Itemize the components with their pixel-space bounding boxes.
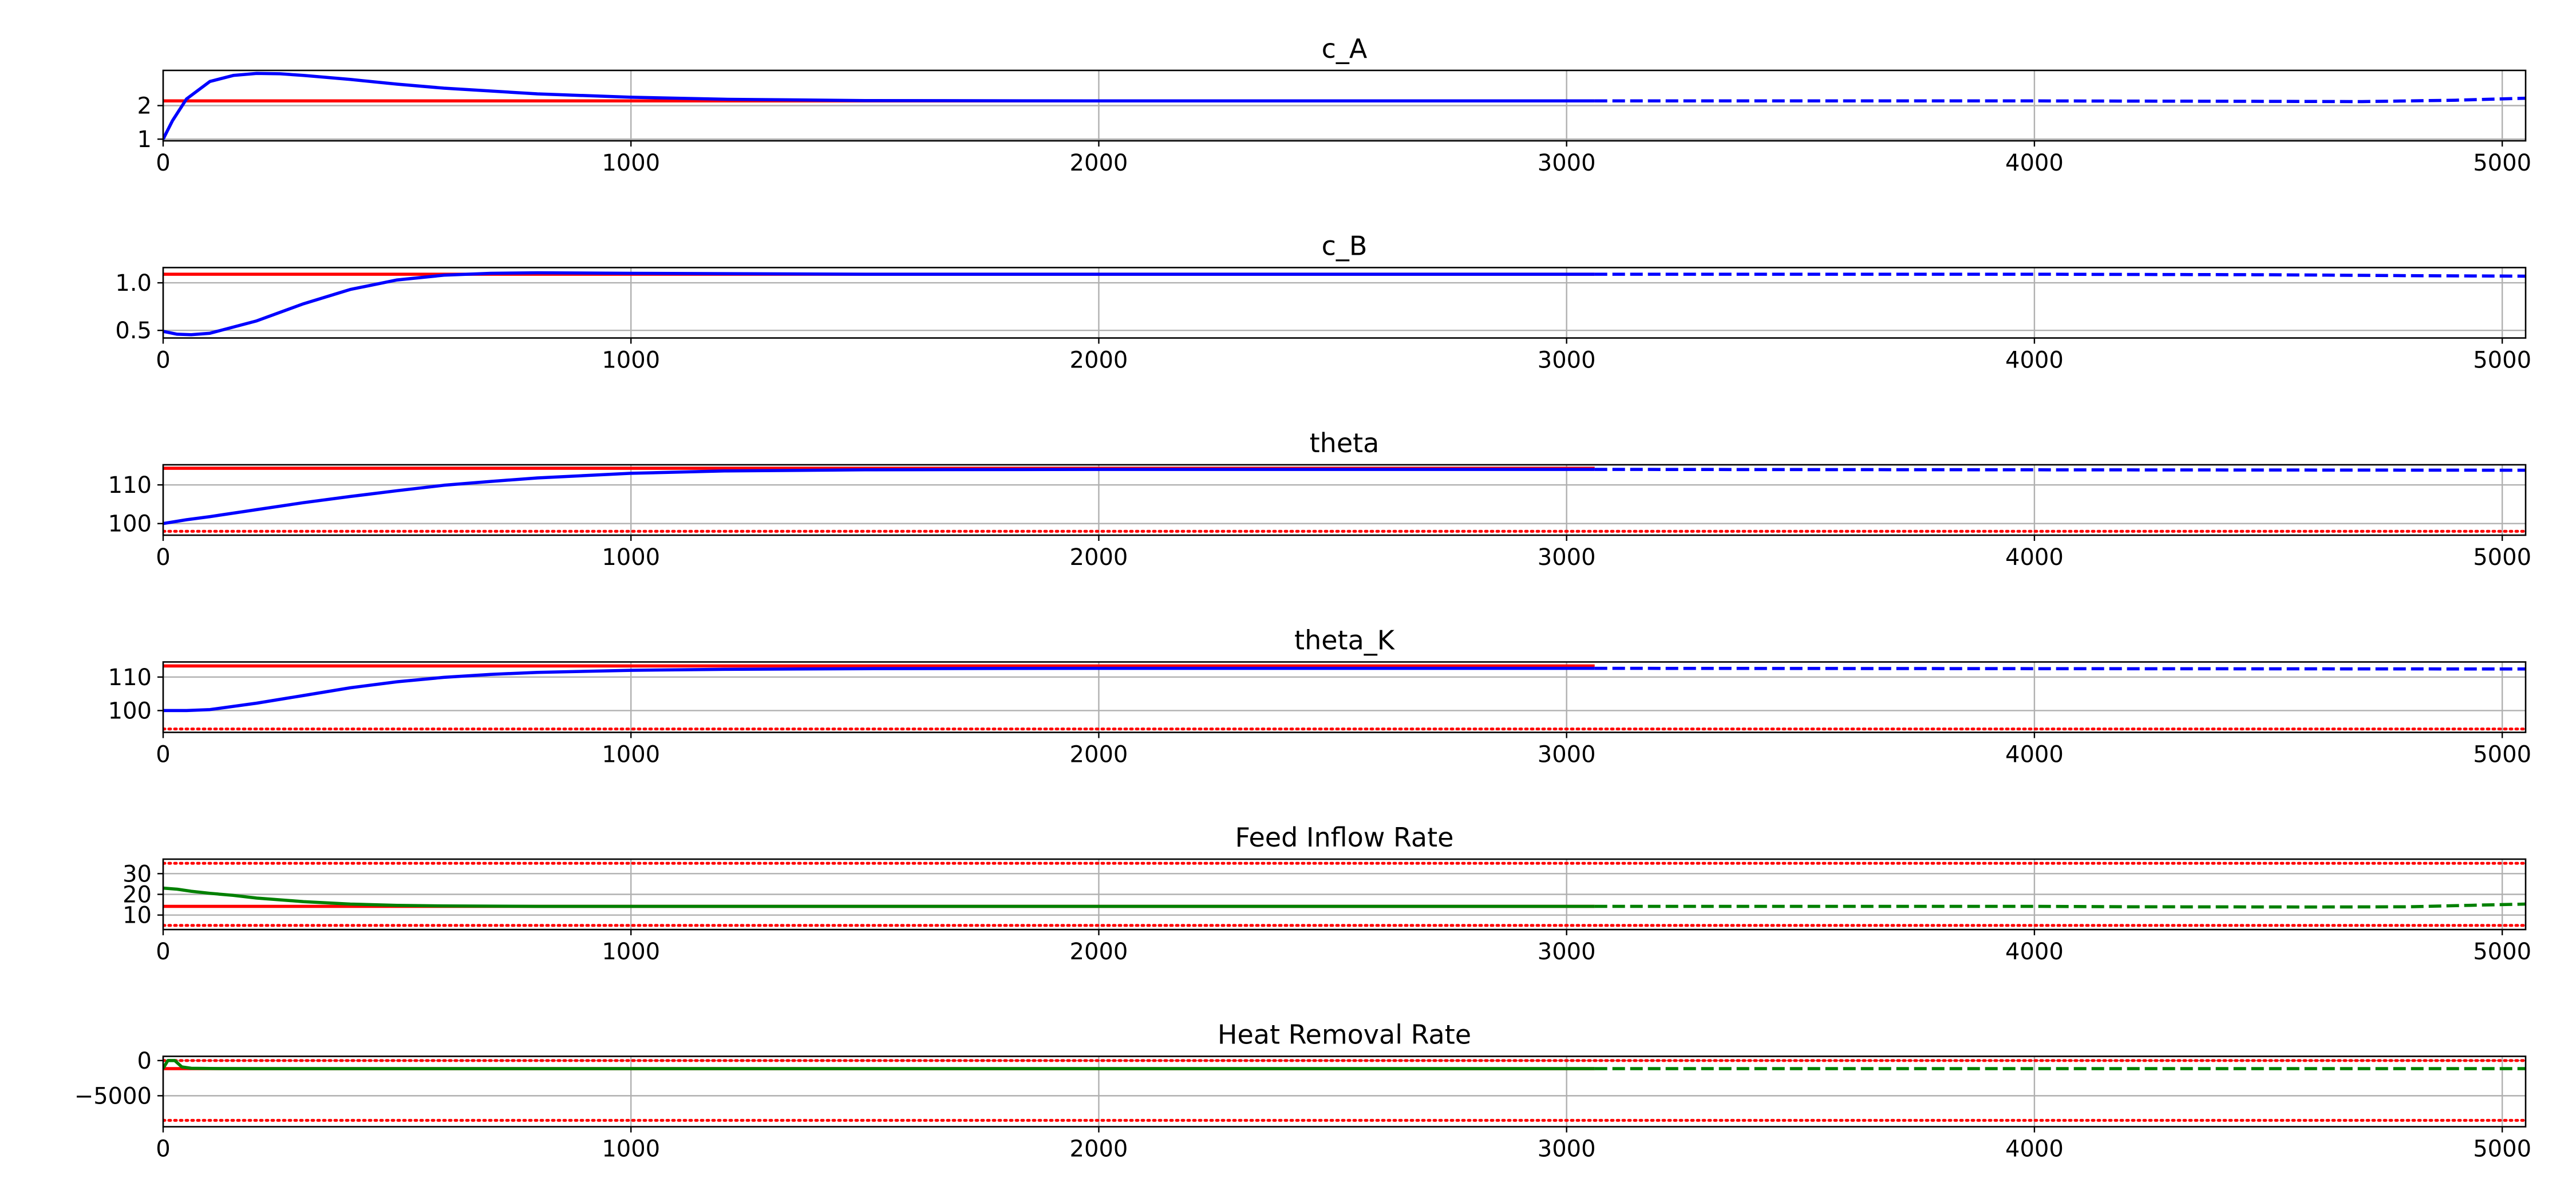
measured-line bbox=[163, 666, 1595, 713]
y-tick-label: −5000 bbox=[74, 1083, 152, 1109]
subplot-theta-k: 0 1000 2000 3000 4000 5000 100 110 theta_K bbox=[108, 625, 2531, 768]
subplot-heat-removal-rate-frame bbox=[162, 1055, 2527, 1128]
y-tick-label: 110 bbox=[108, 665, 152, 691]
chart-title: Feed Inflow Rate bbox=[1235, 822, 1454, 853]
x-tick-label: 4000 bbox=[2005, 939, 2064, 965]
input-line bbox=[163, 886, 1595, 908]
x-tick-label: 2000 bbox=[1070, 1136, 1128, 1163]
x-tick-label: 5000 bbox=[2473, 544, 2531, 571]
x-tick-label: 0 bbox=[156, 1136, 170, 1163]
prediction-line bbox=[1594, 96, 2526, 104]
planned-input-line bbox=[1594, 902, 2526, 909]
x-tick-label: 5000 bbox=[2473, 150, 2531, 176]
chart-title: Heat Removal Rate bbox=[1218, 1019, 1471, 1050]
y-tick-label: 110 bbox=[108, 472, 152, 499]
measured-line bbox=[163, 271, 1595, 337]
x-tick-label: 3000 bbox=[1538, 544, 1596, 571]
x-tick-label: 0 bbox=[156, 544, 170, 571]
y-tick-label: 100 bbox=[108, 698, 152, 724]
y-tick-label: 30 bbox=[123, 861, 152, 887]
subplot-heat-removal-rate-series bbox=[163, 1059, 2526, 1122]
subplot-theta: 0 1000 2000 3000 4000 5000 100 110 theta bbox=[108, 428, 2531, 571]
subplot-theta-k-series bbox=[163, 664, 2526, 731]
x-tick-label: 4000 bbox=[2005, 544, 2064, 571]
y-tick-label: 2 bbox=[137, 93, 152, 120]
subplot-feed-inflow-rate-series bbox=[163, 861, 2526, 927]
x-tick-label: 3000 bbox=[1538, 939, 1596, 965]
y-tick-label: 100 bbox=[108, 511, 152, 537]
x-tick-label: 4000 bbox=[2005, 150, 2064, 176]
x-tick-label: 0 bbox=[156, 150, 170, 176]
prediction-line bbox=[1594, 468, 2526, 472]
x-tick-label: 3000 bbox=[1538, 150, 1596, 176]
subplot-c-b-series bbox=[163, 271, 2526, 337]
x-tick-label: 5000 bbox=[2473, 742, 2531, 768]
x-tick-label: 0 bbox=[156, 347, 170, 374]
x-tick-label: 2000 bbox=[1070, 347, 1128, 374]
measured-line bbox=[163, 72, 1595, 140]
subplot-c-a-series bbox=[163, 72, 2526, 140]
x-tick-label: 4000 bbox=[2005, 742, 2064, 768]
x-tick-label: 5000 bbox=[2473, 1136, 2531, 1163]
x-tick-label: 1000 bbox=[602, 1136, 660, 1163]
y-tick-label: 20 bbox=[123, 882, 152, 908]
y-tick-label: 10 bbox=[123, 903, 152, 929]
subplot-heat-removal-rate: 0 1000 2000 3000 4000 5000 −5000 0 Heat Removal … bbox=[74, 1019, 2531, 1163]
x-tick-label: 2000 bbox=[1070, 150, 1128, 176]
subplot-theta-frame bbox=[162, 464, 2527, 536]
x-tick-label: 0 bbox=[156, 939, 170, 965]
x-tick-label: 2000 bbox=[1070, 939, 1128, 965]
prediction-line bbox=[1594, 272, 2526, 278]
x-tick-label: 5000 bbox=[2473, 939, 2531, 965]
y-tick-label: 1.0 bbox=[115, 270, 152, 296]
x-tick-label: 1000 bbox=[602, 742, 660, 768]
subplot-theta-k-frame bbox=[162, 661, 2527, 733]
x-tick-label: 1000 bbox=[602, 544, 660, 571]
x-tick-label: 2000 bbox=[1070, 742, 1128, 768]
input-line bbox=[163, 1059, 1595, 1070]
x-tick-label: 4000 bbox=[2005, 1136, 2064, 1163]
y-tick-label: 0.5 bbox=[115, 318, 152, 344]
x-tick-label: 0 bbox=[156, 742, 170, 768]
y-tick-label: 0 bbox=[137, 1048, 152, 1074]
x-tick-label: 1000 bbox=[602, 150, 660, 176]
subplot-c-b-frame bbox=[162, 267, 2527, 339]
x-tick-label: 3000 bbox=[1538, 1136, 1596, 1163]
x-tick-label: 1000 bbox=[602, 347, 660, 374]
x-tick-label: 5000 bbox=[2473, 347, 2531, 374]
x-tick-label: 3000 bbox=[1538, 742, 1596, 768]
chart-title: theta bbox=[1310, 428, 1380, 458]
chart-title: c_B bbox=[1322, 231, 1368, 262]
measured-line bbox=[163, 468, 1595, 525]
x-tick-label: 2000 bbox=[1070, 544, 1128, 571]
chart-title: theta_K bbox=[1294, 625, 1396, 656]
chart-title: c_A bbox=[1322, 33, 1368, 64]
subplot-c-b: 0 1000 2000 3000 4000 5000 0.5 1.0 c_B bbox=[115, 231, 2531, 374]
x-tick-label: 3000 bbox=[1538, 347, 1596, 374]
x-tick-label: 4000 bbox=[2005, 347, 2064, 374]
subplot-theta-series bbox=[163, 466, 2526, 533]
subplot-c-a: 0 1000 2000 3000 4000 5000 1 2 c_A bbox=[137, 33, 2531, 176]
y-tick-label: 1 bbox=[137, 126, 152, 153]
x-tick-label: 1000 bbox=[602, 939, 660, 965]
